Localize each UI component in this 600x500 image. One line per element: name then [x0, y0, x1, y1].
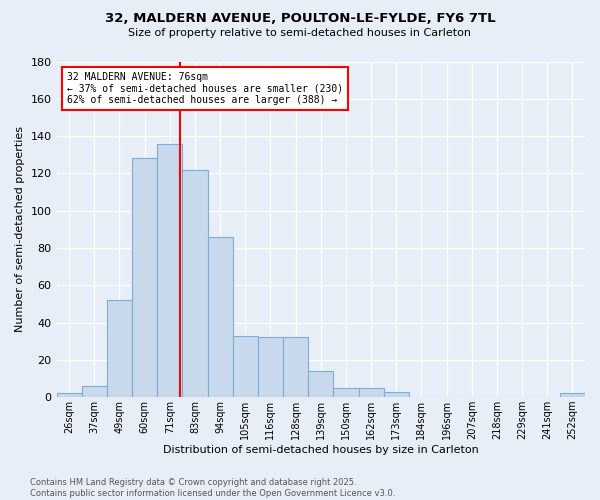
X-axis label: Distribution of semi-detached houses by size in Carleton: Distribution of semi-detached houses by … — [163, 445, 479, 455]
Bar — [359, 388, 383, 397]
Bar — [82, 386, 107, 397]
Bar — [208, 237, 233, 397]
Bar — [308, 371, 334, 397]
Y-axis label: Number of semi-detached properties: Number of semi-detached properties — [15, 126, 25, 332]
Bar — [233, 336, 258, 397]
Bar — [334, 388, 359, 397]
Bar — [182, 170, 208, 397]
Bar — [283, 338, 308, 397]
Text: 32 MALDERN AVENUE: 76sqm
← 37% of semi-detached houses are smaller (230)
62% of : 32 MALDERN AVENUE: 76sqm ← 37% of semi-d… — [67, 72, 343, 105]
Bar — [383, 392, 409, 397]
Bar — [258, 338, 283, 397]
Bar — [157, 144, 182, 397]
Bar — [132, 158, 157, 397]
Bar — [107, 300, 132, 397]
Text: 32, MALDERN AVENUE, POULTON-LE-FYLDE, FY6 7TL: 32, MALDERN AVENUE, POULTON-LE-FYLDE, FY… — [104, 12, 496, 26]
Bar — [560, 394, 585, 397]
Bar — [56, 394, 82, 397]
Text: Size of property relative to semi-detached houses in Carleton: Size of property relative to semi-detach… — [128, 28, 472, 38]
Text: Contains HM Land Registry data © Crown copyright and database right 2025.
Contai: Contains HM Land Registry data © Crown c… — [30, 478, 395, 498]
